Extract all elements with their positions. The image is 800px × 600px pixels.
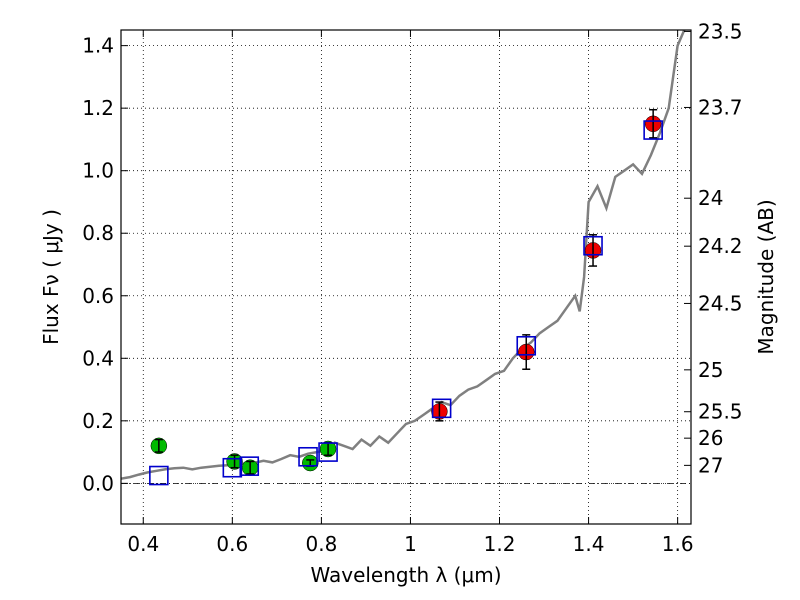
mag-tick-label: 25 — [698, 358, 723, 382]
mag-tick-label: 23.7 — [698, 95, 743, 119]
x-tick-label: 0.8 — [305, 532, 337, 556]
model-flux-box — [431, 398, 452, 419]
right-axis-title: Magnitude (AB) — [754, 199, 778, 354]
model-flux-box — [222, 457, 243, 478]
plot-frame — [120, 29, 692, 525]
x-tick-label: 0.6 — [216, 532, 248, 556]
x-tick-label: 1.2 — [484, 532, 516, 556]
y-tick-label: 0.8 — [82, 221, 114, 245]
y-tick-label: 0.4 — [82, 346, 114, 370]
mag-tick-label: 25.5 — [698, 400, 743, 424]
y-tick-label: 0.2 — [82, 409, 114, 433]
mag-tick-label: 24.2 — [698, 234, 743, 258]
y-tick-label: 0.6 — [82, 284, 114, 308]
mag-tick-label: 24 — [698, 186, 723, 210]
mag-tick-label: 23.5 — [698, 19, 743, 43]
mag-tick-label: 27 — [698, 453, 723, 477]
model-flux-box — [149, 465, 169, 486]
photometry-points — [149, 108, 663, 486]
x-tick-label: 1 — [404, 532, 417, 556]
mag-tick-label: 24.5 — [698, 291, 743, 315]
y-tick-label: 1.2 — [82, 96, 114, 120]
model-flux-box — [643, 120, 663, 140]
model-flux-box — [298, 446, 318, 467]
x-tick-label: 0.4 — [127, 532, 159, 556]
x-tick-label: 1.4 — [573, 532, 605, 556]
grid-lines — [121, 30, 691, 524]
y-tick-label: 0.0 — [82, 471, 114, 495]
model-flux-box — [516, 335, 537, 356]
x-tick-label: 1.6 — [662, 532, 694, 556]
y-tick-label: 1.0 — [82, 159, 114, 183]
x-axis-title: Wavelength λ (μm) — [310, 563, 501, 587]
model-flux-box — [239, 456, 260, 476]
y-axis-title: Flux Fν ( μJy ) — [39, 209, 63, 345]
y-tick-label: 1.4 — [82, 34, 114, 58]
model-spectrum-line — [120, 29, 686, 480]
axis-ticks: 0.4 0.6 0.8 1 1.2 1.4 1.6 0.0 0.2 0.4 0.6 0.8 1.0 1.2… — [82, 19, 742, 556]
mag-tick-label: 26 — [698, 426, 723, 450]
model-flux-box — [318, 442, 338, 462]
model-flux-box — [583, 235, 603, 256]
